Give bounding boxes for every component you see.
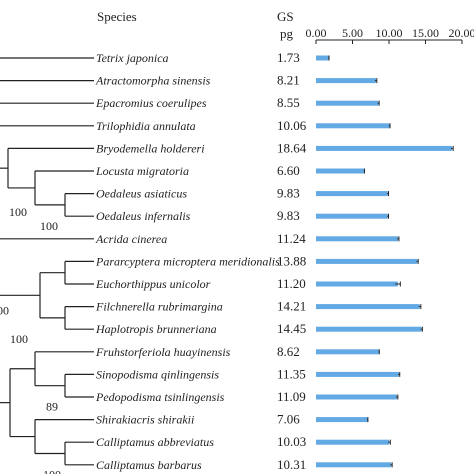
x-tick-label: 15.00 (412, 26, 439, 40)
gs-value-label: 18.64 (277, 140, 307, 155)
gs-header: GS (277, 9, 294, 24)
gs-value-label: 10.31 (277, 457, 306, 472)
species-label: Filchnerella rubrimargina (95, 300, 223, 314)
bootstrap-label: 100 (40, 219, 58, 233)
gs-value-label: 6.60 (277, 163, 300, 178)
species-label: Trilophidia annulata (96, 119, 196, 133)
bar (316, 304, 420, 310)
bar (316, 213, 388, 219)
species-label: Acrida cinerea (95, 232, 167, 246)
gs-value-label: 9.83 (277, 186, 300, 201)
bar (316, 236, 399, 242)
x-axis: 0.00 5.00 10.00 15.00 20.00 (306, 26, 474, 44)
bar (316, 258, 418, 264)
bootstrap-label: 100 (10, 332, 28, 346)
species-label: Oedaleus asiaticus (96, 187, 187, 201)
gs-value-label: 8.21 (277, 73, 300, 88)
gs-value-label: 8.62 (277, 344, 300, 359)
species-label: Pedopodisma tsinlingensis (95, 390, 225, 404)
species-label: Haplotropis brunneriana (95, 322, 217, 336)
gs-value-label: 10.03 (277, 434, 306, 449)
species-header: Species (97, 9, 137, 24)
bar (316, 191, 388, 197)
bar (316, 439, 390, 445)
bar (316, 123, 390, 129)
species-label: Bryodemella holdereri (96, 141, 205, 155)
bar (316, 326, 422, 332)
gs-value-label: 11.09 (277, 389, 306, 404)
gs-value-label: 13.88 (277, 253, 306, 268)
bar (316, 145, 453, 151)
bar (316, 462, 392, 468)
bootstrap-label: 00 (0, 303, 9, 317)
bar (316, 55, 329, 61)
species-labels: Tetrix japonica Atractomorpha sinensis Epa… (95, 51, 280, 472)
species-label: Tetrix japonica (96, 51, 169, 65)
species-label: Calliptamus abbreviatus (96, 435, 214, 449)
x-tick-label: 0.00 (306, 26, 327, 40)
bar (316, 281, 398, 287)
species-label: Euchorthippus unicolor (95, 277, 211, 291)
bars (316, 55, 454, 468)
bar (316, 417, 368, 423)
gs-value-labels: 1.73 8.21 8.55 10.06 18.64 6.60 9.83 9.83 11.24 1… (277, 50, 307, 472)
species-label: Sinopodisma qinlingensis (96, 367, 219, 381)
species-label: Locusta migratoria (95, 164, 189, 178)
gs-value-label: 1.73 (277, 50, 300, 65)
bar (316, 349, 379, 355)
bar (316, 100, 379, 106)
x-tick-label: 5.00 (342, 26, 363, 40)
species-label: Calliptamus barbarus (96, 458, 202, 472)
bootstrap-label: 100 (43, 468, 61, 474)
x-tick-label: 10.00 (376, 26, 403, 40)
bootstrap-label: 100 (9, 205, 27, 219)
gs-value-label: 10.06 (277, 118, 307, 133)
bar (316, 394, 397, 400)
species-label: Pararcyptera microptera meridionalis (95, 254, 280, 268)
bootstrap-labels: 100 100 00 100 89 100 (0, 205, 61, 474)
species-label: Atractomorpha sinensis (95, 74, 211, 88)
gs-unit-header: pg (280, 26, 294, 41)
gs-value-label: 11.35 (277, 366, 306, 381)
bootstrap-label: 89 (46, 400, 58, 414)
gs-value-label: 11.20 (277, 276, 306, 291)
bar (316, 371, 399, 377)
gs-value-label: 9.83 (277, 208, 300, 223)
gs-value-label: 14.45 (277, 321, 306, 336)
gs-value-label: 7.06 (277, 412, 300, 427)
bar (316, 168, 365, 174)
species-label: Fruhstorferiola huayinensis (95, 345, 231, 359)
species-label: Oedaleus infernalis (96, 209, 191, 223)
bar (316, 78, 376, 84)
gs-value-label: 11.24 (277, 231, 306, 246)
species-label: Shirakiacris shirakii (96, 413, 194, 427)
gs-value-label: 8.55 (277, 95, 300, 110)
x-tick-label: 20.00 (449, 26, 474, 40)
species-label: Epacromius coerulipes (95, 96, 207, 110)
gs-value-label: 14.21 (277, 299, 306, 314)
phylogenetic-tree (0, 57, 94, 466)
